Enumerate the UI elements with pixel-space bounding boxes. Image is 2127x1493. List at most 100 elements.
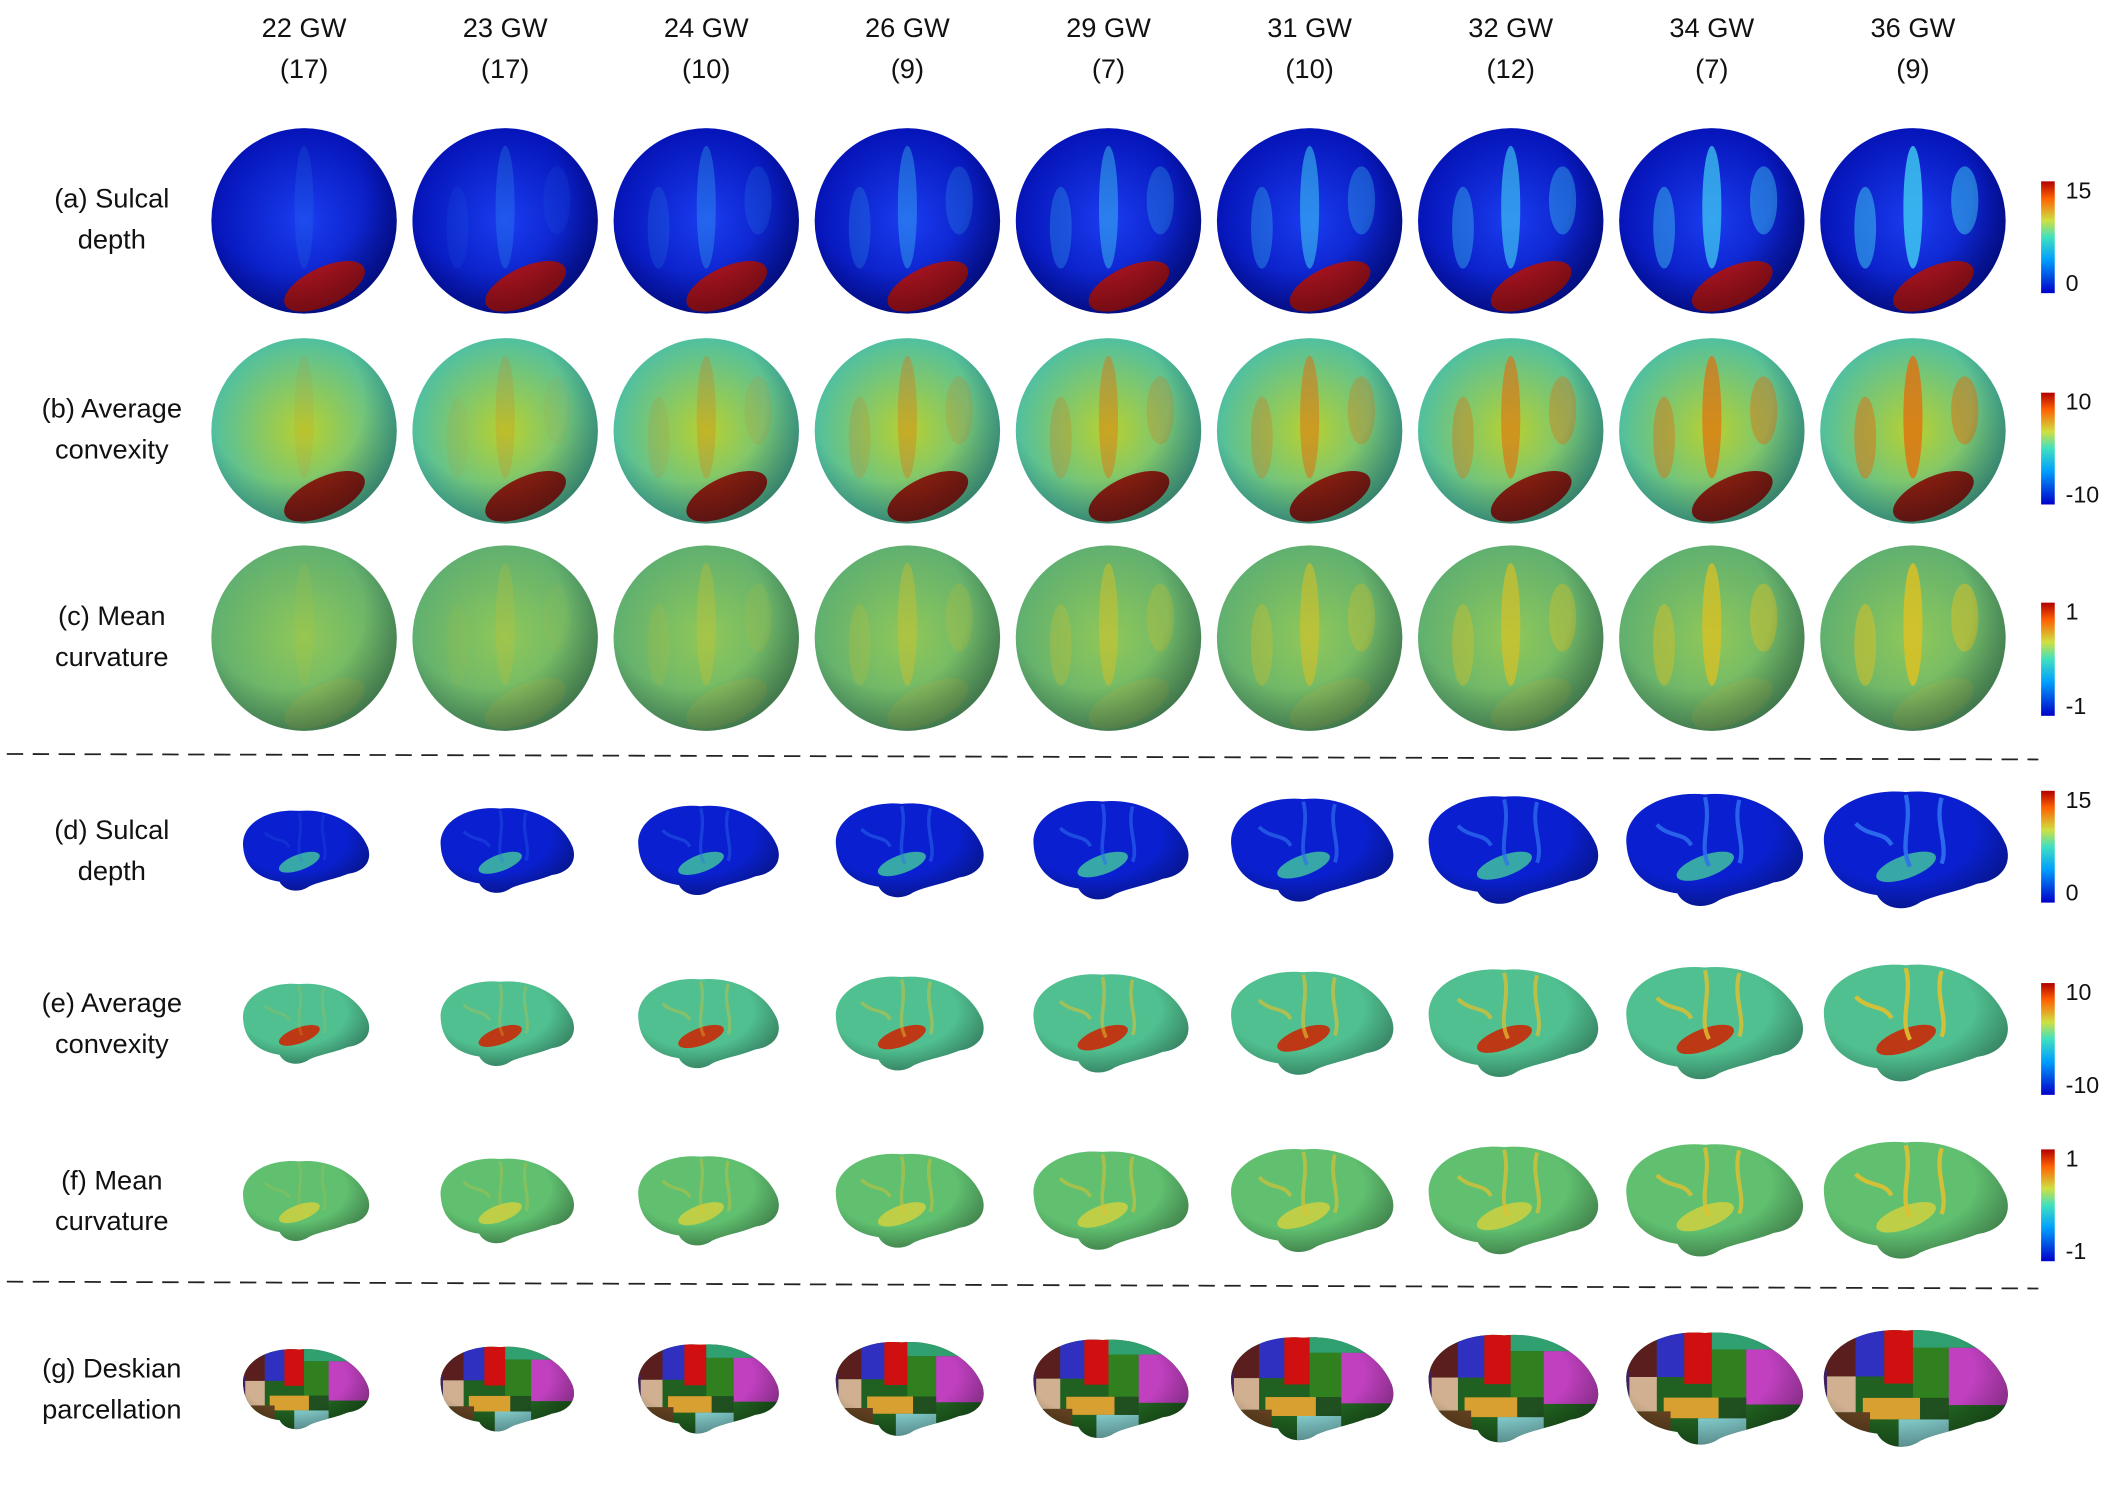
row-label: (d) Sulcal — [54, 814, 169, 845]
sphere-shade — [1418, 128, 1604, 314]
column-label: 29 GW — [1066, 12, 1151, 43]
divider — [6, 753, 2039, 761]
brain-shade — [1428, 969, 1599, 1077]
brain-shade — [835, 1153, 984, 1248]
sphere — [1418, 338, 1604, 524]
brain — [1033, 1339, 1189, 1438]
row-label: depth — [78, 224, 146, 255]
sphere — [211, 338, 397, 524]
brain — [1231, 971, 1394, 1075]
brain-shade — [242, 810, 370, 891]
column-count: (7) — [1092, 53, 1125, 84]
row-label: (g) Deskian — [42, 1352, 181, 1383]
brain — [440, 981, 574, 1066]
brain — [1033, 974, 1189, 1073]
sphere-shade — [613, 545, 799, 731]
brain — [835, 803, 984, 898]
colorbar — [2041, 602, 2055, 716]
colorbar-max: 1 — [2066, 599, 2079, 625]
sphere-shade — [1216, 338, 1403, 524]
sphere — [412, 545, 598, 731]
brain — [1823, 1330, 2008, 1447]
sphere — [814, 545, 1001, 731]
sphere — [814, 338, 1001, 524]
brain — [440, 1158, 574, 1244]
sphere-shade — [814, 338, 1001, 524]
brain — [242, 1349, 370, 1430]
brain — [242, 810, 370, 891]
colorbar-min: -10 — [2066, 481, 2099, 507]
sphere — [1418, 545, 1604, 731]
brain — [1033, 1151, 1189, 1250]
brain — [1823, 791, 2008, 909]
sphere-shade — [1015, 338, 1202, 524]
brain — [1231, 1149, 1394, 1253]
brain — [1428, 969, 1599, 1077]
sphere — [1820, 338, 2006, 524]
brain-shade — [1033, 974, 1189, 1073]
row-label: depth — [78, 855, 146, 886]
brain-shade — [638, 805, 779, 895]
sphere-shade — [412, 545, 598, 731]
sphere-shade — [211, 338, 397, 524]
sphere — [412, 338, 598, 524]
column-label: 34 GW — [1669, 12, 1754, 43]
brain-shade — [638, 1156, 779, 1246]
brain — [638, 805, 779, 895]
brain — [242, 1160, 370, 1242]
row-label: (e) Average — [42, 987, 182, 1018]
brain-shade — [242, 983, 370, 1064]
brain-shade — [1626, 1332, 1804, 1445]
colorbar-min: 0 — [2066, 270, 2079, 296]
colorbar-max: 10 — [2066, 979, 2092, 1005]
sphere — [1216, 338, 1403, 524]
brain-shade — [835, 1341, 984, 1436]
brain — [1231, 798, 1394, 902]
sphere-shade — [1619, 545, 1805, 731]
brain-shade — [1626, 967, 1804, 1080]
brain — [638, 1156, 779, 1246]
brain — [1823, 1141, 2008, 1259]
sphere-shade — [1015, 545, 1202, 731]
sphere — [613, 128, 799, 314]
brain-shade — [440, 1158, 574, 1244]
brain-shade — [1428, 796, 1599, 904]
sphere-shade — [412, 128, 598, 314]
colorbar — [2041, 1149, 2055, 1262]
colorbar-max: 15 — [2066, 787, 2092, 813]
sphere-shade — [412, 338, 598, 524]
colorbar-max: 15 — [2066, 177, 2092, 203]
sphere — [613, 545, 799, 731]
colorbar-max: 1 — [2066, 1145, 2079, 1171]
brain-shade — [1823, 1141, 2008, 1259]
sphere-shade — [1216, 128, 1403, 314]
sphere-shade — [1820, 545, 2006, 731]
sphere-shade — [1619, 128, 1805, 314]
colorbar-max: 10 — [2066, 389, 2092, 415]
column-count: (10) — [1285, 53, 1333, 84]
brain-shade — [1033, 1339, 1189, 1438]
brain-shade — [835, 803, 984, 898]
row-label: convexity — [55, 434, 169, 465]
sphere — [1820, 545, 2006, 731]
sphere — [814, 128, 1001, 314]
brain-shade — [1231, 971, 1394, 1075]
colorbar — [2041, 983, 2055, 1095]
sphere — [613, 338, 799, 524]
sphere-shade — [1015, 128, 1202, 314]
brain-shade — [1231, 1149, 1394, 1253]
brain-shade — [1428, 1334, 1599, 1443]
sphere-shade — [814, 128, 1001, 314]
colorbar-min: -10 — [2066, 1072, 2099, 1098]
brain-shade — [1823, 964, 2008, 1082]
row-label: parcellation — [42, 1393, 181, 1424]
brain — [1033, 801, 1189, 900]
column-label: 24 GW — [664, 12, 749, 43]
brain — [835, 1341, 984, 1436]
column-label: 32 GW — [1468, 12, 1553, 43]
brain-shade — [835, 976, 984, 1071]
sphere-shade — [211, 545, 397, 731]
sphere-shade — [1820, 338, 2006, 524]
row-label: (c) Mean — [58, 600, 166, 631]
